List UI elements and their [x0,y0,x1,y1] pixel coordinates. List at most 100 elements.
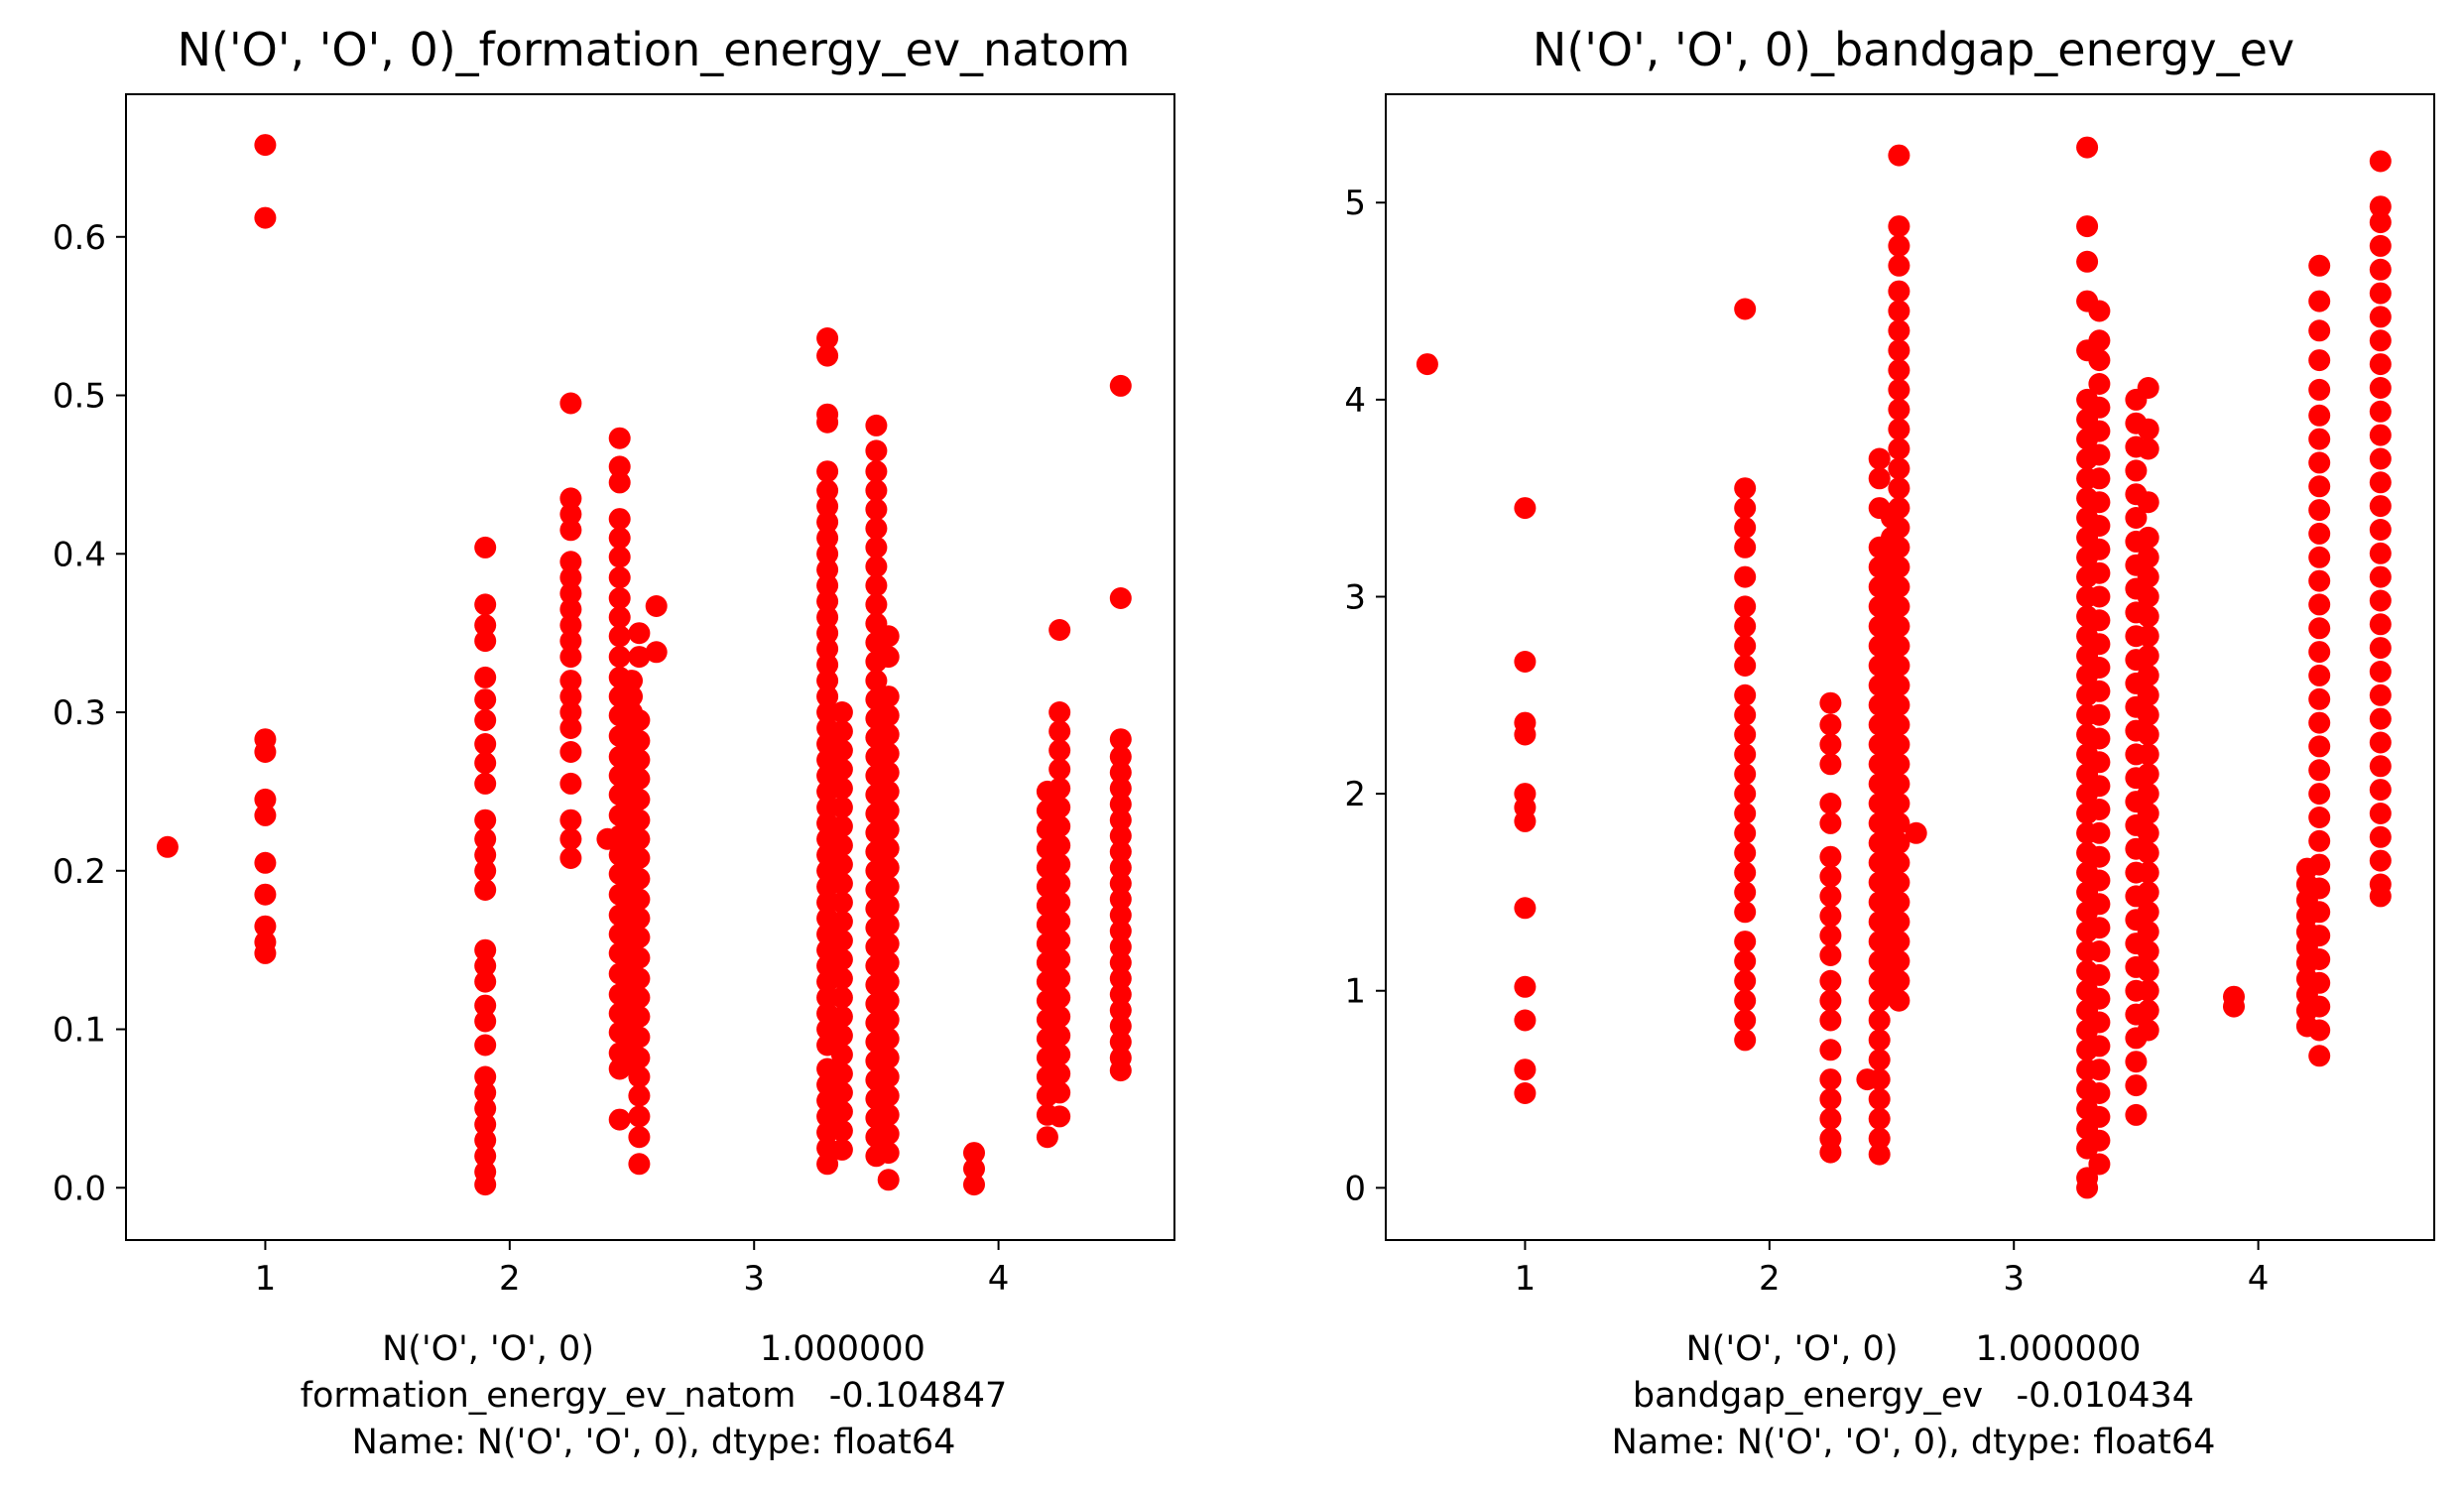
bandgap-data-point [2308,641,2331,664]
bandgap-data-point [1514,1058,1537,1081]
formation-data-point [1048,930,1071,952]
bandgap-data-point [1734,783,1757,806]
formation-data-point [474,859,497,882]
bandgap-data-point [2137,999,2159,1022]
formation-data-point [816,685,839,708]
formation-data-point [608,508,631,531]
formation-data-point [628,1065,651,1088]
formation-data-point [628,768,651,791]
bandgap-data-point [1819,1088,1842,1110]
bandgap-data-point [1734,821,1757,844]
bandgap-data-point [2308,475,2331,498]
bandgap-data-point [2137,565,2159,588]
formation-data-point [608,427,631,449]
bandgap-data-point [2308,687,2331,710]
formation-data-point [816,1153,839,1176]
bandgap-data-point [2369,258,2392,281]
bandgap-y-tick-label: 3 [1344,577,1366,617]
bandgap-data-point [2137,803,2159,824]
formation-data-point [474,938,497,961]
formation-data-point [559,551,582,573]
bandgap-data-point [2223,995,2245,1018]
bandgap-y-tick-label: 4 [1344,381,1366,421]
bandgap-data-point [2308,593,2331,616]
formation-data-point [474,709,497,731]
formation-data-point [877,800,900,822]
formation-data-point [877,1123,900,1145]
bandgap-data-point [1734,615,1757,638]
bandgap-y-tick-label: 2 [1344,775,1366,814]
formation-data-point [1048,910,1071,933]
formation-data-point [474,1097,497,1120]
bandgap-data-point [1868,1088,1891,1110]
bandgap-data-point [1888,713,1910,736]
bandgap-data-point [1819,1039,1842,1061]
formation-data-point [816,411,839,434]
bandgap-data-point [2308,783,2331,806]
formation-data-point [1109,951,1132,974]
bandgap-data-point [2088,491,2111,514]
formation-data-point [559,809,582,831]
bandgap-data-point [2137,491,2159,514]
formation-data-point [877,761,900,784]
bandgap-data-point [1888,319,1910,342]
formation-data-point [1109,856,1132,879]
formation-data-point [1109,809,1132,831]
formation-data-point [608,527,631,550]
bandgap-data-point [2137,821,2159,844]
bandgap-data-point [2308,569,2331,592]
formation-data-point [474,954,497,977]
formation-data-point [865,460,888,483]
bandgap-data-point [1888,989,1910,1012]
formation-data-point [1048,739,1071,762]
bandgap-chart-title: N('O', 'O', 0)_bandgap_energy_ev [1533,23,2294,76]
formation-data-point [877,625,900,648]
formation-data-point [474,843,497,866]
bandgap-data-point [1734,1009,1757,1032]
formation-data-point [474,1145,497,1168]
bandgap-data-point [1888,773,1910,796]
formation-x-tick-label: 3 [743,1259,765,1299]
formation-data-point [559,598,582,621]
formation-data-point [628,827,651,850]
bandgap-data-point [2308,1019,2331,1042]
formation-data-point [608,455,631,478]
formation-data-point [628,967,651,990]
bandgap-data-point [1514,723,1537,746]
formation-data-point [254,883,277,906]
bandgap-data-point [2088,703,2111,726]
bandgap-data-point [2137,940,2159,962]
bandgap-data-point [2137,645,2159,668]
formation-data-point [877,989,900,1012]
bandgap-data-point [1888,457,1910,480]
formation-data-point [877,1169,900,1191]
formation-data-point [865,670,888,692]
bandgap-data-point [1888,949,1910,972]
formation-data-point [816,654,839,677]
bandgap-data-point [2088,373,2111,395]
formation-data-point [1048,777,1071,800]
formation-data-point [877,742,900,765]
bandgap-data-point [2369,707,2392,730]
bandgap-data-point [1514,497,1537,520]
formation-data-point [877,723,900,746]
formation-data-point [628,729,651,752]
bandgap-data-point [1734,861,1757,884]
bandgap-xlabel-line-3: Name: N('O', 'O', 0), dtype: float64 [1612,1423,2216,1462]
bandgap-data-point [1888,497,1910,520]
formation-data-point [877,1084,900,1107]
formation-data-point [816,574,839,597]
formation-data-point [877,894,900,917]
bandgap-data-point [1734,841,1757,864]
formation-data-point [559,566,582,589]
bandgap-data-point [1888,969,1910,992]
bandgap-data-point [1888,339,1910,362]
bandgap-data-point [2088,775,2111,798]
formation-data-point [1048,815,1071,837]
formation-data-point [877,1103,900,1126]
bandgap-data-point [1819,925,1842,947]
formation-xlabel-line-3: Name: N('O', 'O', 0), dtype: float64 [352,1423,956,1462]
formation-y-tick-label: 0.2 [53,852,106,892]
formation-data-point [628,622,651,645]
bandgap-data-point [2137,703,2159,726]
